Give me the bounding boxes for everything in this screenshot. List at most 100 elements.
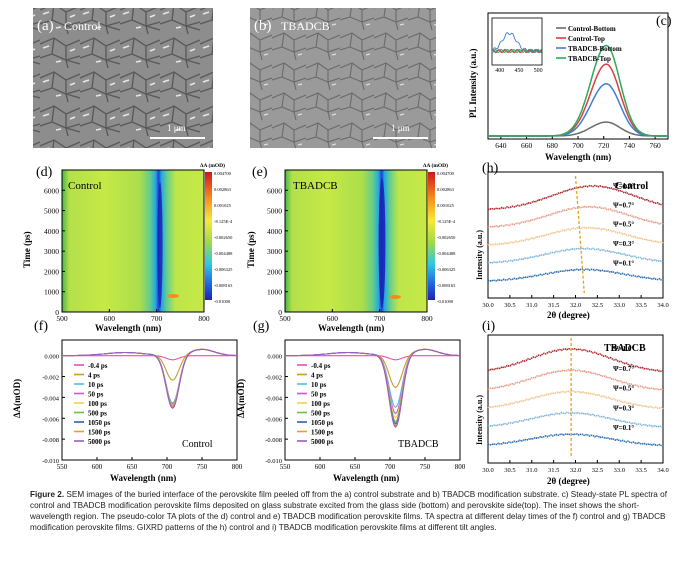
xtick-label-i-axes: 30.5 [504, 467, 515, 474]
legend-label-g-legend: 10 ps [311, 381, 327, 389]
gixrd-curve-3 [487, 411, 664, 429]
curves-i: Ψ=1.0° Ψ=0.7° Ψ=0.5° Ψ=0.3° Ψ=0.1° [487, 338, 664, 458]
scalebar-label-a: 1 μm [167, 123, 186, 133]
xtick-label-c: 660 [521, 141, 533, 150]
xlabel-e: Wavelength (nm) [318, 323, 384, 333]
colorbar-tick-label-d-axes: -0.004488 [214, 251, 233, 256]
ytick-label-e-axes: 1000 [267, 288, 282, 297]
panel-b: (b) TBADCB 1 μm [250, 8, 436, 148]
colorbar-ticks-d: 0.004700 0.002863 0.001025 -8.125E-4 -0.0026… [214, 171, 233, 304]
inset-xticks-c: 400 450 500 [495, 68, 542, 74]
heatmap-e [285, 170, 427, 312]
inset-curves-c [491, 31, 542, 54]
xtick-label-h-axes: 32.0 [570, 302, 581, 309]
panel-label-c: (c) [656, 14, 672, 29]
ylabel-h: Intensity (a.u.) [475, 230, 484, 280]
colorbar-tick-label-e-axes: -0.008163 [437, 283, 456, 288]
panel-label-d: (d) [36, 165, 53, 180]
gixrd-label-2: Ψ=0.5° [613, 385, 634, 393]
xlabel-h: 2θ (degree) [547, 310, 590, 320]
panel-label-a: (a) [37, 18, 54, 34]
xtick-label-g-axes: 600 [315, 463, 326, 471]
xtick-label-f-axes: 550 [57, 463, 68, 471]
legend-label-f-legend: 4 ps [88, 372, 100, 380]
gixrd-label-0: Ψ=1.0° [613, 345, 634, 353]
ytick-label-d-axes: 1000 [44, 288, 59, 297]
axes-e: 500 600 700 800 0 1000 2000 3000 4000 5000 6000 [267, 186, 433, 323]
gixrd-title-i: TBADCB [604, 343, 646, 354]
xtick-label-h-axes: 30.5 [504, 302, 515, 309]
panel-a: (a) Control 1 μm [33, 8, 213, 148]
ta-title-g: TBADCB [398, 439, 439, 450]
xtick-label-i-axes: 31.5 [548, 467, 559, 474]
colorbar-tick-label-d-axes: -8.125E-4 [214, 219, 233, 224]
panel-label-e: (e) [252, 165, 268, 180]
plot-frame-e [284, 169, 428, 313]
xtick-label-h-axes: 34.0 [657, 302, 668, 309]
ytick-label-g-axes: -0.002 [265, 375, 282, 382]
gixrd-curve-0 [487, 347, 664, 373]
sem-title-tbadcb: TBADCB [281, 19, 330, 33]
xtick-label-c: 680 [547, 141, 559, 150]
legend-label-c: TBADCB-Bottom [568, 45, 622, 53]
xtick-label-f-axes: 750 [197, 463, 208, 471]
axes-d: 500 600 700 800 0 1000 2000 3000 4000 5000 6000 [44, 186, 210, 323]
colorbar-tick-label-e-axes: -0.006325 [437, 267, 456, 272]
ylabel-f: ΔA(mOD) [12, 379, 22, 418]
inset-xtick-label-c: 400 [495, 68, 504, 74]
ytick-label-e-axes: 3000 [267, 247, 282, 256]
colorbar-d [205, 172, 212, 300]
ytick-label-d-axes: 2000 [44, 267, 59, 276]
gixrd-curve-4 [487, 268, 664, 282]
colorbar-tick-label-e-axes: -0.01000 [437, 299, 454, 304]
xtick-label-h-axes: 33.0 [614, 302, 625, 309]
panel-label-f: (f) [34, 319, 48, 334]
ytick-label-f-axes: 0.000 [44, 354, 59, 361]
ylabel-i: Intensity (a.u.) [475, 395, 484, 445]
ta-curve-5000ps [62, 348, 237, 410]
xtick-label-h-axes: 32.5 [592, 302, 603, 309]
legend-label-c: Control-Top [568, 35, 605, 43]
xtick-label-c: 700 [572, 141, 584, 150]
legend-label-g-legend: 1050 ps [311, 419, 334, 427]
caption-label: Figure 2. [30, 490, 65, 499]
ytick-label-g-axes: -0.008 [265, 437, 282, 444]
colorbar-title-d: ΔA (mOD) [200, 162, 225, 169]
legend-label-f-legend: 10 ps [88, 381, 104, 389]
colorbar-tick-label-e-axes: -0.004488 [437, 251, 456, 256]
xtick-label-h-axes: 31.5 [548, 302, 559, 309]
xtick-label-f-axes: 700 [162, 463, 173, 471]
xtick-label-f-axes: 800 [232, 463, 243, 471]
colorbar-ticks-e: 0.004700 0.002863 0.001025 -8.125E-4 -0.0026… [437, 171, 456, 304]
panel-d: (d) Control ΔA (mOD) 0.0047000.0028630.0… [22, 162, 233, 333]
pl-curve-tbadcb-bottom [488, 83, 668, 137]
xtick-label-d-axes: 500 [56, 314, 68, 323]
xtick-label-i-axes: 34.0 [657, 467, 668, 474]
xtick-label-d-axes: 600 [104, 314, 116, 323]
axes-g: 550 600 650 700 750 800 0.000 -0.002 -0.004 -0.00… [265, 354, 466, 471]
heatmap-spot-e [389, 295, 401, 299]
legend-label-c: TBADCB-Top [568, 55, 611, 63]
ytick-label-e-axes: 5000 [267, 207, 282, 216]
inset-curve-tbadcb-top [491, 48, 542, 54]
xtick-label-c: 720 [598, 141, 610, 150]
colorbar-title-e: ΔA (mOD) [423, 162, 448, 169]
xlabel-i: 2θ (degree) [547, 476, 590, 486]
ylabel-d: Time (ps) [22, 231, 32, 268]
xtick-label-i-axes: 32.5 [592, 467, 603, 474]
ytick-label-g-axes: -0.004 [265, 395, 283, 402]
xtick-label-d-axes: 700 [151, 314, 163, 323]
xtick-label-e-axes: 600 [327, 314, 339, 323]
panel-label-b: (b) [254, 18, 272, 34]
legend-c: Control-Bottom Control-Top TBADCB-Bottom TB… [556, 25, 622, 63]
xtick-label-c: 760 [650, 141, 662, 150]
panel-f: (f) 550 600 650 700 750 800 0.000 -0.002 -0.004 -… [12, 319, 243, 483]
colorbar-tick-label-d-axes: 0.004700 [214, 171, 232, 176]
ylabel-c: PL Intensity (a.u.) [468, 48, 478, 118]
legend-label-g-legend: 1500 ps [311, 429, 334, 437]
gixrd-curve-0 [487, 184, 664, 211]
gixrd-label-0: Ψ=1.0° [613, 182, 634, 190]
gixrd-curve-3 [487, 247, 664, 264]
xlabel-g: Wavelength (nm) [333, 473, 399, 483]
